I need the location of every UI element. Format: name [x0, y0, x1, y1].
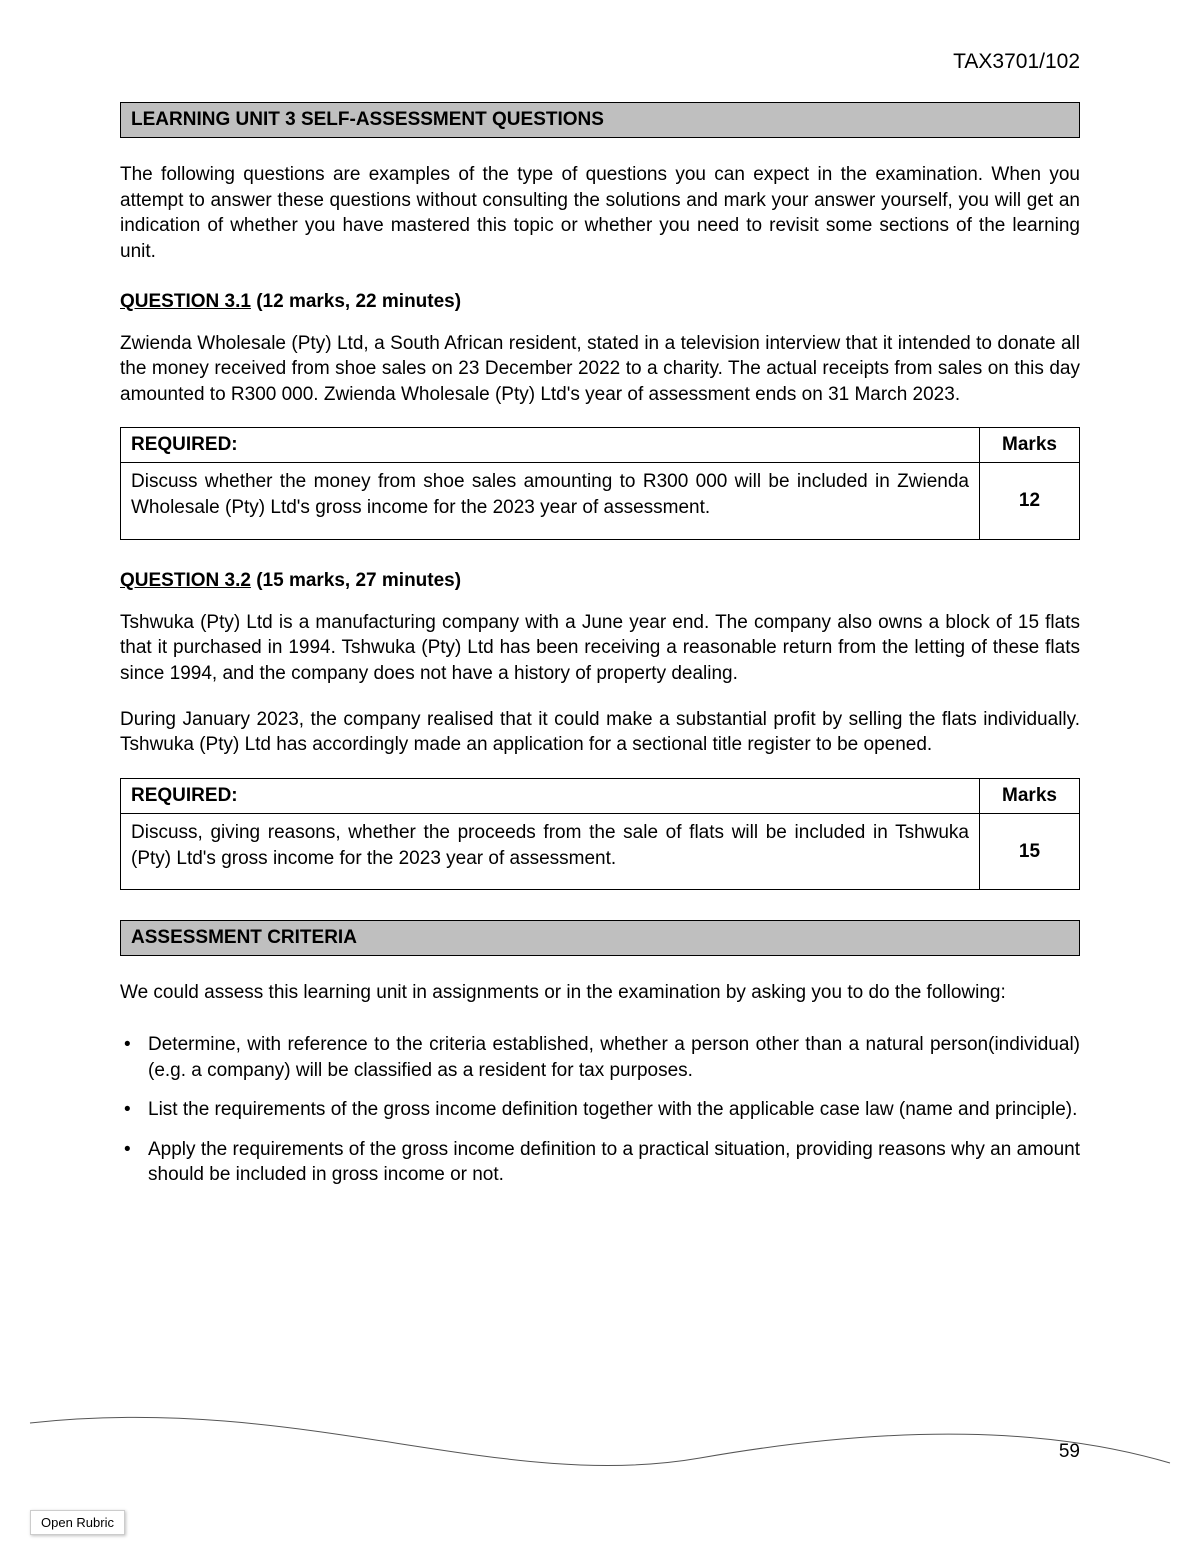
table-row: Discuss, giving reasons, whether the pro…: [121, 813, 1080, 889]
criteria-list: Determine, with reference to the criteri…: [120, 1032, 1080, 1188]
table-row: REQUIRED: Marks: [121, 428, 1080, 463]
marks-value: 12: [980, 463, 1080, 539]
question-3-1-number: QUESTION 3.1: [120, 291, 251, 312]
question-3-2-body-1: Tshwuka (Pty) Ltd is a manufacturing com…: [120, 610, 1080, 687]
footer-wave-decoration: [0, 1403, 1200, 1483]
section-header-questions: LEARNING UNIT 3 SELF-ASSESSMENT QUESTION…: [120, 102, 1080, 138]
page-number: 59: [1059, 1441, 1080, 1463]
list-item: List the requirements of the gross incom…: [120, 1097, 1080, 1123]
required-label: REQUIRED:: [121, 428, 980, 463]
required-text: Discuss, giving reasons, whether the pro…: [121, 813, 980, 889]
criteria-intro: We could assess this learning unit in as…: [120, 980, 1080, 1006]
table-row: Discuss whether the money from shoe sale…: [121, 463, 1080, 539]
question-3-1-body: Zwienda Wholesale (Pty) Ltd, a South Afr…: [120, 331, 1080, 408]
intro-paragraph: The following questions are examples of …: [120, 162, 1080, 265]
question-3-1-required-table: REQUIRED: Marks Discuss whether the mone…: [120, 427, 1080, 539]
question-3-1-meta: (12 marks, 22 minutes): [251, 291, 461, 312]
marks-label: Marks: [980, 778, 1080, 813]
question-3-2-body-2: During January 2023, the company realise…: [120, 707, 1080, 758]
question-3-2-heading: QUESTION 3.2 (15 marks, 27 minutes): [120, 570, 1080, 592]
open-rubric-button[interactable]: Open Rubric: [30, 1510, 125, 1535]
question-3-2-required-table: REQUIRED: Marks Discuss, giving reasons,…: [120, 778, 1080, 890]
required-label: REQUIRED:: [121, 778, 980, 813]
course-code: TAX3701/102: [120, 50, 1080, 74]
marks-label: Marks: [980, 428, 1080, 463]
question-3-2-meta: (15 marks, 27 minutes): [251, 570, 461, 591]
question-3-2-number: QUESTION 3.2: [120, 570, 251, 591]
marks-value: 15: [980, 813, 1080, 889]
list-item: Determine, with reference to the criteri…: [120, 1032, 1080, 1083]
section-header-criteria: ASSESSMENT CRITERIA: [120, 920, 1080, 956]
question-3-1-heading: QUESTION 3.1 (12 marks, 22 minutes): [120, 291, 1080, 313]
required-text: Discuss whether the money from shoe sale…: [121, 463, 980, 539]
table-row: REQUIRED: Marks: [121, 778, 1080, 813]
list-item: Apply the requirements of the gross inco…: [120, 1137, 1080, 1188]
